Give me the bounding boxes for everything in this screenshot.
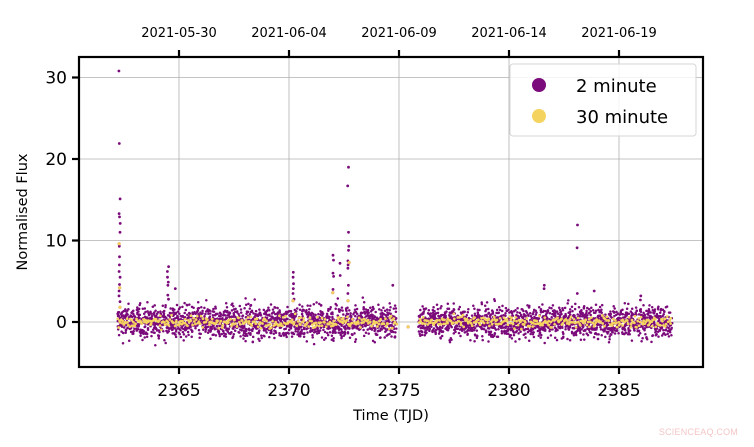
top-date-tick-label: 2021-06-04 [251,26,327,41]
top-date-axis-ticks: 2021-05-30 2021-06-04 2021-06-09 2021-06-14… [141,26,657,57]
series-30-minute [116,242,673,332]
legend-marker-2-minute-icon [532,78,546,92]
y-axis-label: Normalised Flux [15,153,31,270]
legend-label-30-minute: 30 minute [576,107,668,128]
legend-label-2-minute: 2 minute [576,76,657,97]
x-tick-label: 2365 [157,381,200,401]
x-axis-ticks: 2365 2370 2375 2380 2385 [157,367,641,401]
legend-marker-30-minute-icon [532,109,546,123]
x-axis-label: Time (TJD) [352,408,429,424]
x-tick-label: 2385 [597,381,640,401]
y-tick-label: 10 [45,232,67,252]
x-tick-label: 2380 [487,381,530,401]
x-tick-label: 2375 [377,381,420,401]
top-date-tick-label: 2021-06-19 [581,26,657,41]
top-date-tick-label: 2021-05-30 [141,26,217,41]
y-tick-label: 30 [45,69,67,89]
data-points [116,69,674,347]
axes-frame [77,55,705,369]
legend: 2 minute 30 minute [509,63,697,137]
top-date-tick-label: 2021-06-09 [361,26,437,41]
legend-box [509,63,697,137]
y-tick-label: 0 [56,313,67,333]
y-tick-label: 20 [45,150,67,170]
x-tick-label: 2370 [267,381,310,401]
watermark: SCIENCEAQ.COM [658,427,738,437]
y-axis-ticks: 0 10 20 30 [45,69,79,333]
top-date-tick-label: 2021-06-14 [471,26,547,41]
